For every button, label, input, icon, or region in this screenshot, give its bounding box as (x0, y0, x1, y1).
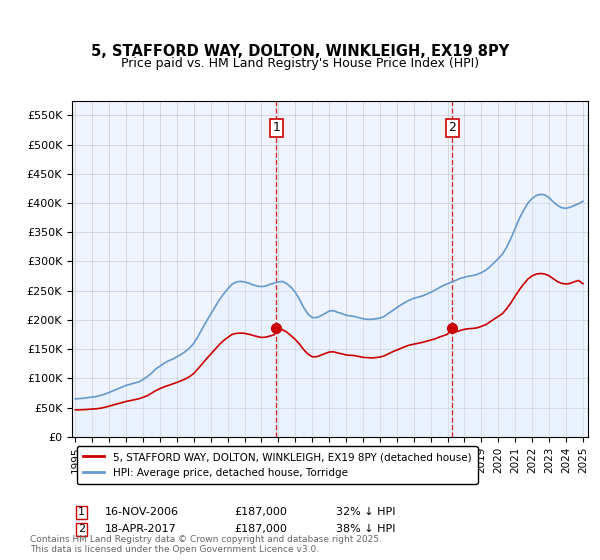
Text: 16-NOV-2006: 16-NOV-2006 (105, 507, 179, 517)
Legend: 5, STAFFORD WAY, DOLTON, WINKLEIGH, EX19 8PY (detached house), HPI: Average pric: 5, STAFFORD WAY, DOLTON, WINKLEIGH, EX19… (77, 446, 478, 484)
Text: 2: 2 (78, 524, 85, 534)
Text: 18-APR-2017: 18-APR-2017 (105, 524, 177, 534)
Text: Price paid vs. HM Land Registry's House Price Index (HPI): Price paid vs. HM Land Registry's House … (121, 57, 479, 70)
Text: £187,000: £187,000 (234, 524, 287, 534)
Text: £187,000: £187,000 (234, 507, 287, 517)
Text: 1: 1 (272, 121, 280, 134)
Text: 38% ↓ HPI: 38% ↓ HPI (336, 524, 395, 534)
Text: Contains HM Land Registry data © Crown copyright and database right 2025.
This d: Contains HM Land Registry data © Crown c… (30, 535, 382, 554)
Text: 32% ↓ HPI: 32% ↓ HPI (336, 507, 395, 517)
Text: 1: 1 (78, 507, 85, 517)
Text: 5, STAFFORD WAY, DOLTON, WINKLEIGH, EX19 8PY: 5, STAFFORD WAY, DOLTON, WINKLEIGH, EX19… (91, 44, 509, 59)
Text: 2: 2 (449, 121, 457, 134)
